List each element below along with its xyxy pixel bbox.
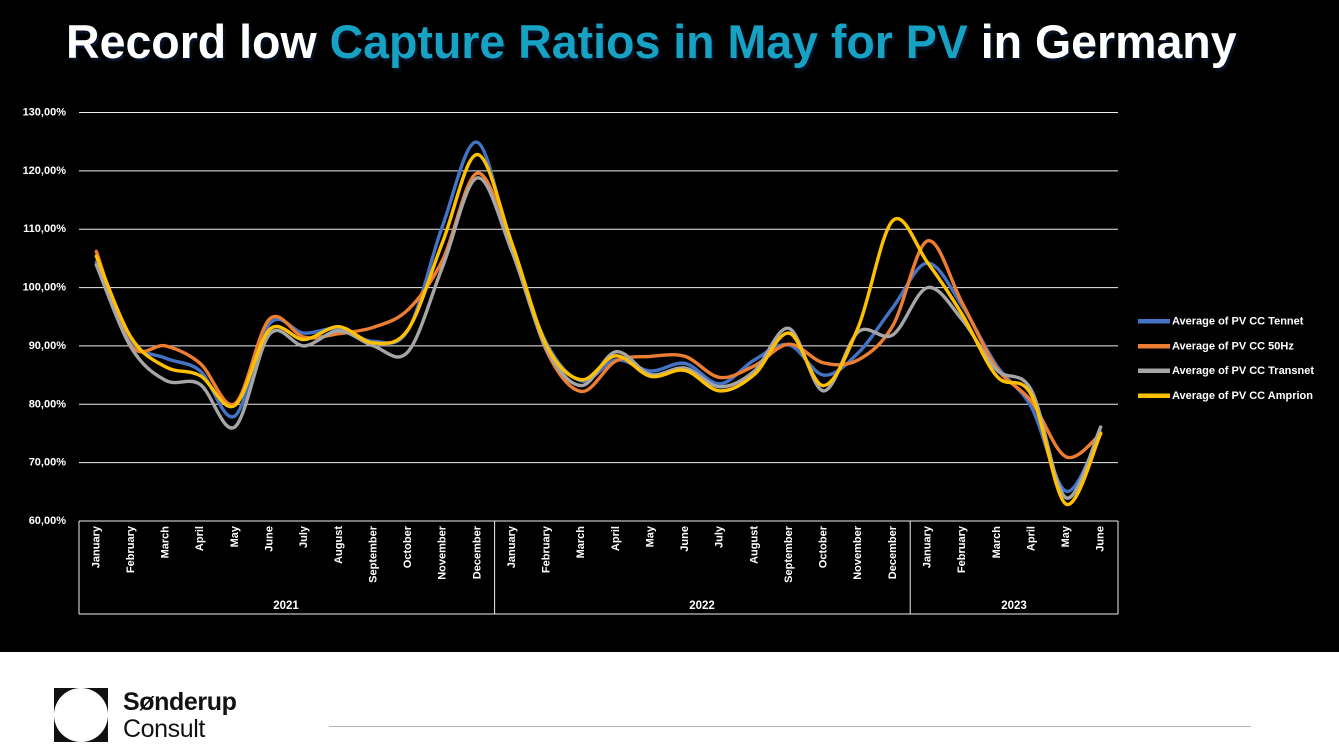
svg-text:April: April	[610, 526, 622, 551]
svg-text:Average of PV CC Transnet: Average of PV CC Transnet	[1172, 365, 1314, 377]
svg-text:August: August	[748, 526, 760, 564]
svg-text:February: February	[541, 525, 553, 573]
svg-text:January: January	[506, 525, 518, 568]
svg-text:April: April	[194, 526, 206, 551]
svg-text:May: May	[229, 525, 241, 547]
svg-text:May: May	[645, 525, 657, 547]
svg-text:100,00%: 100,00%	[23, 282, 67, 294]
svg-text:Average of PV CC Tennet: Average of PV CC Tennet	[1172, 316, 1304, 328]
svg-text:September: September	[783, 525, 795, 583]
svg-text:130,00%: 130,00%	[23, 107, 67, 119]
svg-text:March: March	[160, 526, 172, 559]
svg-text:November: November	[437, 525, 449, 580]
svg-text:April: April	[1025, 526, 1037, 551]
svg-text:January: January	[922, 525, 934, 568]
svg-text:December: December	[887, 525, 899, 579]
svg-text:October: October	[818, 525, 830, 568]
svg-text:October: October	[402, 525, 414, 568]
svg-text:March: March	[991, 526, 1003, 559]
svg-text:June: June	[679, 526, 691, 552]
svg-text:November: November	[852, 525, 864, 580]
svg-text:February: February	[125, 525, 137, 573]
svg-text:July: July	[714, 525, 726, 548]
svg-text:2021: 2021	[273, 600, 299, 612]
svg-text:Average of PV CC 50Hz: Average of PV CC 50Hz	[1172, 341, 1294, 353]
svg-text:60,00%: 60,00%	[29, 515, 67, 527]
svg-text:Average of PV CC Amprion: Average of PV CC Amprion	[1172, 390, 1313, 402]
svg-text:2023: 2023	[1001, 600, 1027, 612]
svg-text:January: January	[90, 525, 102, 568]
svg-text:110,00%: 110,00%	[23, 223, 66, 235]
svg-text:90,00%: 90,00%	[29, 340, 67, 352]
svg-text:70,00%: 70,00%	[29, 457, 67, 469]
svg-text:June: June	[264, 526, 276, 552]
svg-text:February: February	[956, 525, 968, 573]
svg-text:May: May	[1060, 525, 1072, 547]
svg-text:August: August	[333, 526, 345, 564]
svg-text:80,00%: 80,00%	[29, 398, 67, 410]
svg-text:2022: 2022	[689, 600, 715, 612]
svg-text:December: December	[471, 525, 483, 579]
svg-text:June: June	[1095, 526, 1107, 552]
svg-text:September: September	[367, 525, 379, 583]
svg-text:July: July	[298, 525, 310, 548]
svg-text:March: March	[575, 526, 587, 559]
svg-text:120,00%: 120,00%	[23, 165, 67, 177]
